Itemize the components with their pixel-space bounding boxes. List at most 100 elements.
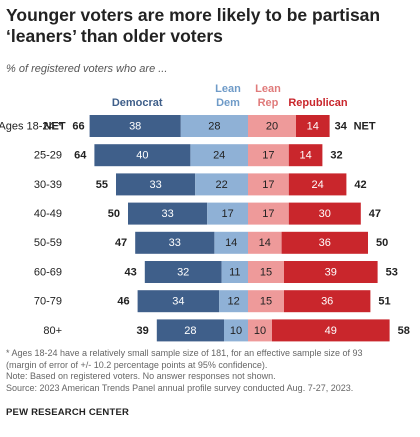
bar-republican [296,115,330,137]
net-rep-label: 51 [378,296,390,308]
bar-lean-dem [219,290,248,313]
bar-lean-rep [248,115,296,137]
value-label-democrat: 34 [172,296,184,308]
net-dem-label: 43 [125,266,137,278]
bar-lean-rep [248,261,284,283]
bar-lean-dem [190,144,248,167]
chart-title: Younger voters are more likely to be par… [6,5,381,46]
bar-lean-rep [248,290,284,313]
net-label-left: NET [44,120,66,132]
net-rep-label: 58 [398,325,410,337]
bar-democrat [89,115,181,137]
note-line: (margin of error of +/- 10.2 percentage … [6,359,268,370]
category-label: 25-29 [34,150,62,162]
bar-lean-rep [248,319,272,342]
value-label-lean-rep: 15 [260,266,272,278]
value-label-democrat: 32 [177,266,189,278]
net-rep-label: 32 [330,150,342,162]
category-label: 40-49 [34,208,62,220]
bar-republican [288,173,347,196]
net-rep-label: 50 [376,237,388,249]
bar-lean-rep [248,144,289,167]
bar-lean-dem [195,173,248,196]
value-label-democrat: 40 [136,150,148,162]
value-label-lean-rep: 15 [260,296,272,308]
legend-lean-dem-line1: Lean [215,83,241,95]
net-dem-label: 50 [108,208,120,220]
chart-notes: * Ages 18-24 have a relatively small sam… [6,348,416,394]
source-note: Source: 2023 American Trends Panel annua… [6,382,354,393]
net-dem-label: 64 [74,150,87,162]
value-label-lean-rep: 17 [262,208,274,220]
bar-democrat [135,231,215,254]
bar-lean-dem [207,202,248,225]
value-label-republican: 36 [319,237,331,249]
value-label-lean-dem: 10 [230,325,242,337]
legend-democrat: Democrat [112,97,163,109]
value-label-republican: 36 [321,296,333,308]
bar-democrat [137,290,220,313]
category-label: 70-79 [34,296,62,308]
bar-democrat [94,144,191,167]
value-label-lean-dem: 12 [227,296,239,308]
legend-republican: Republican [288,97,348,109]
value-label-lean-rep: 17 [262,179,274,191]
bar-lean-dem [180,115,248,137]
net-rep-label: 53 [386,266,398,278]
value-label-lean-dem: 22 [215,179,227,191]
bar-democrat [116,173,196,196]
bar-republican [288,144,323,167]
net-rep-label: 47 [369,208,381,220]
value-label-republican: 39 [325,266,337,278]
net-rep-label: 34 [335,120,348,132]
bar-lean-rep [248,173,289,196]
value-label-lean-rep: 10 [254,325,266,337]
value-label-democrat: 38 [129,120,141,132]
value-label-democrat: 33 [149,179,161,191]
legend-lean-rep-line1: Lean [255,83,281,95]
value-label-republican: 14 [299,150,311,162]
bar-lean-dem [214,231,248,254]
value-label-lean-dem: 28 [208,120,220,132]
note-line: Note: Based on registered voters. No ans… [6,371,276,382]
value-label-republican: 14 [307,120,319,132]
bar-democrat [156,319,224,342]
net-dem-label: 47 [115,237,127,249]
net-dem-label: 55 [96,179,108,191]
net-dem-label: 46 [117,296,129,308]
value-label-lean-dem: 17 [221,208,233,220]
chart-subtitle: % of registered voters who are ... [6,63,168,75]
bar-lean-rep [248,202,289,225]
bar-republican [272,319,390,342]
value-label-lean-rep: 14 [259,237,271,249]
value-label-republican: 30 [319,208,331,220]
bar-republican [284,261,378,283]
category-label: 30-39 [34,179,62,191]
value-label-republican: 49 [325,325,337,337]
bar-republican [284,290,371,313]
note-line: * Ages 18-24 have a relatively small sam… [6,348,363,358]
net-rep-label: 42 [354,179,366,191]
legend-lean-rep-line2: Rep [258,97,279,109]
value-label-democrat: 33 [169,237,181,249]
bar-lean-rep [248,231,282,254]
net-dem-label: 66 [72,120,84,132]
category-label: 60-69 [34,266,62,278]
value-label-lean-dem: 14 [225,237,237,249]
legend-lean-dem-line2: Dem [216,97,240,109]
value-label-lean-dem: 24 [213,150,225,162]
diverging-bar-chart: Democrat Lean Dem Lean Rep Republican 38 28 20 14… [0,83,410,342]
value-label-lean-dem: 11 [229,266,240,278]
value-label-republican: 24 [311,179,323,191]
value-label-democrat: 28 [184,325,196,337]
bar-republican [281,231,368,254]
net-label-right: NET [354,120,376,132]
pew-research-center-credit: PEW RESEARCH CENTER [6,407,130,418]
net-dem-label: 39 [137,325,149,337]
category-label: 80+ [43,325,62,337]
value-label-lean-rep: 17 [262,150,274,162]
category-label: 50-59 [34,237,62,249]
bar-democrat [144,261,222,283]
category-label: Ages 18-24 * [0,120,63,132]
